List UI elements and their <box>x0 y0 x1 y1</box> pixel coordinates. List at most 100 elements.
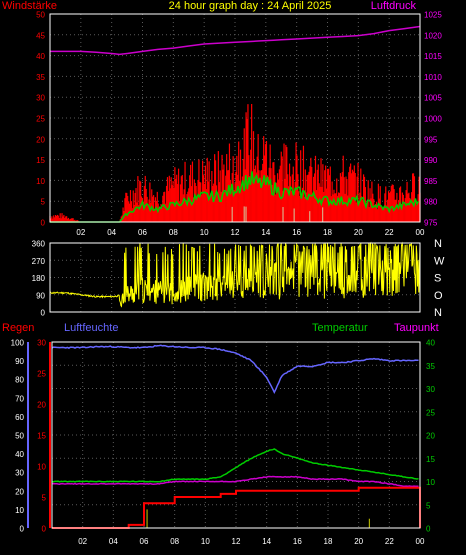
direction-frame <box>49 242 421 313</box>
temperature-tick-label: 25 <box>426 408 435 417</box>
rain-label: Regen <box>2 322 34 334</box>
time-tick-label: 04 <box>107 228 116 237</box>
pressure-tick-label: 985 <box>424 177 438 186</box>
pressure-tick-label: 990 <box>424 156 438 165</box>
wind-ticks: 0 5 10 15 20 25 30 35 40 45 50 <box>36 11 45 228</box>
climate-time-tick-label: 10 <box>201 537 210 546</box>
time-tick-label: 18 <box>323 228 332 237</box>
pressure-tick-label: 1010 <box>424 73 442 82</box>
temperature-tick-label: 35 <box>426 362 435 371</box>
pressure-ticks: 975 980 985 990 995 1000 1005 1010 1015 1020 1025 <box>424 11 442 228</box>
humidity-tick-label: 80 <box>15 376 24 385</box>
pressure-tick-label: 1005 <box>424 94 442 103</box>
chart-title: 24 hour graph day : 24 April 2025 <box>169 0 332 12</box>
time-tick-label: 14 <box>261 228 270 237</box>
temperature-tick-label: 30 <box>426 385 435 394</box>
time-tick-label: 08 <box>169 228 178 237</box>
time-tick-label: 22 <box>385 228 394 237</box>
wind-tick-label: 5 <box>41 198 46 207</box>
pressure-tick-label: 1015 <box>424 52 442 61</box>
climate-grid <box>52 342 421 528</box>
climate-time-tick-label: 00 <box>416 537 425 546</box>
time-tick-label: 12 <box>231 228 240 237</box>
direction-ticks: 0 90 180 270 360 <box>32 240 46 318</box>
wind-tick-label: 45 <box>36 31 45 40</box>
rain-tick-label: 0 <box>42 525 47 534</box>
top-x-ticks: 02 04 06 08 10 12 14 16 18 20 22 00 <box>76 228 425 237</box>
temperature-tick-label: 15 <box>426 455 435 464</box>
humidity-line <box>51 344 419 394</box>
pressure-tick-label: 1020 <box>424 31 442 40</box>
humidity-label: Luftfeuchte <box>64 322 118 334</box>
climate-time-tick-label: 04 <box>109 537 118 546</box>
climate-time-tick-label: 16 <box>293 537 302 546</box>
wind-pressure-frame <box>49 13 421 223</box>
pressure-tick-label: 995 <box>424 135 438 144</box>
wind-tick-label: 40 <box>36 52 45 61</box>
wind-tick-label: 25 <box>36 115 45 124</box>
humidity-tick-label: 0 <box>20 525 25 534</box>
rain-tick-label: 15 <box>37 432 46 441</box>
wind-tick-label: 35 <box>36 73 45 82</box>
wind-tick-label: 15 <box>36 156 45 165</box>
wind-tick-label: 20 <box>36 135 45 144</box>
rain-tick-label: 20 <box>37 401 46 410</box>
bottom-x-ticks: 02 04 06 08 10 12 14 16 18 20 22 00 <box>78 537 425 546</box>
time-tick-label: 20 <box>354 228 363 237</box>
humidity-tick-label: 10 <box>15 506 24 515</box>
humidity-tick-label: 30 <box>15 469 24 478</box>
climate-frame <box>51 341 421 529</box>
compass-label: S <box>434 273 441 285</box>
temperature-tick-label: 0 <box>426 525 431 534</box>
climate-time-tick-label: 20 <box>354 537 363 546</box>
dewpoint-line <box>51 475 419 488</box>
temperature-tick-label: 10 <box>426 478 435 487</box>
direction-tick-label: 180 <box>32 274 46 283</box>
pressure-line <box>50 25 421 56</box>
wind-tick-label: 50 <box>36 11 45 20</box>
climate-time-tick-label: 06 <box>140 537 149 546</box>
temperature-label: Temperatur <box>312 322 368 334</box>
wind-tick-label: 30 <box>36 94 45 103</box>
pressure-tick-label: 975 <box>424 219 438 228</box>
pressure-tick-label: 1025 <box>424 11 442 20</box>
pressure-tick-label: 980 <box>424 198 438 207</box>
pressure-axis-title: Luftdruck <box>371 0 417 12</box>
direction-tick-label: 90 <box>36 291 45 300</box>
climate-time-tick-label: 08 <box>170 537 179 546</box>
wind-tick-label: 0 <box>41 219 46 228</box>
rain-line <box>52 486 421 529</box>
time-tick-label: 06 <box>138 228 147 237</box>
humidity-tick-label: 60 <box>15 413 24 422</box>
temperature-tick-label: 40 <box>426 339 435 348</box>
climate-time-tick-label: 02 <box>78 537 87 546</box>
climate-time-tick-label: 14 <box>262 537 271 546</box>
time-tick-label: 00 <box>416 228 425 237</box>
dewpoint-label: Taupunkt <box>394 322 439 334</box>
rain-tick-label: 5 <box>42 494 47 503</box>
time-tick-label: 02 <box>76 228 85 237</box>
climate-time-tick-label: 18 <box>324 537 333 546</box>
humidity-tick-label: 40 <box>15 450 24 459</box>
compass-label: W <box>434 255 445 267</box>
rain-tick-label: 25 <box>37 370 46 379</box>
pressure-tick-label: 1000 <box>424 115 442 124</box>
rain-tick-label: 30 <box>37 339 46 348</box>
time-tick-label: 16 <box>292 228 301 237</box>
direction-tick-label: 360 <box>32 240 46 249</box>
wind-pressure-plot <box>49 25 421 223</box>
rain-ticks: 0 5 10 15 20 25 30 <box>37 339 46 534</box>
compass-label: N <box>434 307 442 319</box>
wind-axis-title: Windstärke <box>2 0 57 12</box>
climate-time-tick-label: 12 <box>232 537 241 546</box>
wind-direction-line <box>49 241 421 308</box>
climate-time-tick-label: 22 <box>385 537 394 546</box>
rain-tick-label: 10 <box>37 463 46 472</box>
wind-tick-label: 10 <box>36 177 45 186</box>
humidity-tick-label: 50 <box>15 432 24 441</box>
compass-label: O <box>434 290 443 302</box>
temperature-tick-label: 5 <box>426 501 431 510</box>
temperature-ticks: 0 5 10 15 20 25 30 35 40 <box>426 339 435 534</box>
climate-plot <box>51 344 421 529</box>
